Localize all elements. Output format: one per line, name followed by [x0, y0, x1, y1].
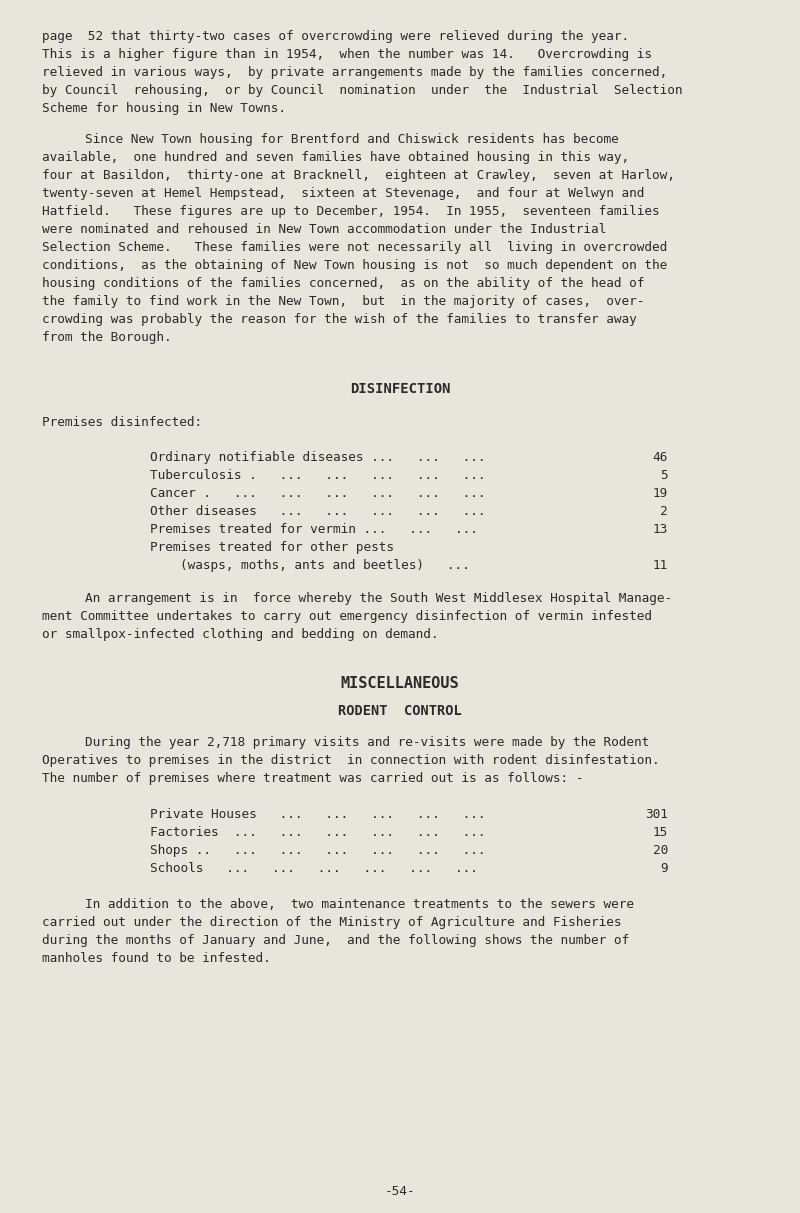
- Text: An arrangement is in  force whereby the South West Middlesex Hospital Manage-: An arrangement is in force whereby the S…: [85, 592, 672, 605]
- Text: twenty-seven at Hemel Hempstead,  sixteen at Stevenage,  and four at Welwyn and: twenty-seven at Hemel Hempstead, sixteen…: [42, 187, 644, 200]
- Text: 9: 9: [660, 862, 668, 875]
- Text: Schools   ...   ...   ...   ...   ...   ...: Schools ... ... ... ... ... ...: [150, 862, 478, 875]
- Text: the family to find work in the New Town,  but  in the majority of cases,  over-: the family to find work in the New Town,…: [42, 295, 644, 308]
- Text: 2: 2: [660, 505, 668, 518]
- Text: 5: 5: [660, 469, 668, 482]
- Text: Cancer .   ...   ...   ...   ...   ...   ...: Cancer . ... ... ... ... ... ...: [150, 486, 486, 500]
- Text: 19: 19: [653, 486, 668, 500]
- Text: 46: 46: [653, 451, 668, 465]
- Text: MISCELLANEOUS: MISCELLANEOUS: [341, 676, 459, 691]
- Text: Tuberculosis .   ...   ...   ...   ...   ...: Tuberculosis . ... ... ... ... ...: [150, 469, 486, 482]
- Text: During the year 2,718 primary visits and re-visits were made by the Rodent: During the year 2,718 primary visits and…: [85, 736, 650, 748]
- Text: manholes found to be infested.: manholes found to be infested.: [42, 952, 270, 966]
- Text: Premises disinfected:: Premises disinfected:: [42, 416, 202, 429]
- Text: relieved in various ways,  by private arrangements made by the families concerne: relieved in various ways, by private arr…: [42, 66, 667, 79]
- Text: Ordinary notifiable diseases ...   ...   ...: Ordinary notifiable diseases ... ... ...: [150, 451, 486, 465]
- Text: Private Houses   ...   ...   ...   ...   ...: Private Houses ... ... ... ... ...: [150, 808, 486, 821]
- Text: Premises treated for vermin ...   ...   ...: Premises treated for vermin ... ... ...: [150, 523, 478, 536]
- Text: Hatfield.   These figures are up to December, 1954.  In 1955,  seventeen familie: Hatfield. These figures are up to Decemb…: [42, 205, 660, 218]
- Text: -54-: -54-: [385, 1185, 415, 1198]
- Text: during the months of January and June,  and the following shows the number of: during the months of January and June, a…: [42, 934, 629, 947]
- Text: RODENT  CONTROL: RODENT CONTROL: [338, 704, 462, 718]
- Text: ment Committee undertakes to carry out emergency disinfection of vermin infested: ment Committee undertakes to carry out e…: [42, 610, 652, 623]
- Text: 13: 13: [653, 523, 668, 536]
- Text: carried out under the direction of the Ministry of Agriculture and Fisheries: carried out under the direction of the M…: [42, 916, 622, 929]
- Text: Operatives to premises in the district  in connection with rodent disinfestation: Operatives to premises in the district i…: [42, 754, 660, 767]
- Text: housing conditions of the families concerned,  as on the ability of the head of: housing conditions of the families conce…: [42, 277, 644, 290]
- Text: 20: 20: [653, 844, 668, 858]
- Text: four at Basildon,  thirty-one at Bracknell,  eighteen at Crawley,  seven at Harl: four at Basildon, thirty-one at Bracknel…: [42, 169, 675, 182]
- Text: Scheme for housing in New Towns.: Scheme for housing in New Towns.: [42, 102, 286, 115]
- Text: Premises treated for other pests: Premises treated for other pests: [150, 541, 394, 554]
- Text: Shops ..   ...   ...   ...   ...   ...   ...: Shops .. ... ... ... ... ... ...: [150, 844, 486, 858]
- Text: crowding was probably the reason for the wish of the families to transfer away: crowding was probably the reason for the…: [42, 313, 637, 326]
- Text: In addition to the above,  two maintenance treatments to the sewers were: In addition to the above, two maintenanc…: [85, 898, 634, 911]
- Text: Selection Scheme.   These families were not necessarily all  living in overcrowd: Selection Scheme. These families were no…: [42, 241, 667, 254]
- Text: Factories  ...   ...   ...   ...   ...   ...: Factories ... ... ... ... ... ...: [150, 826, 486, 839]
- Text: Since New Town housing for Brentford and Chiswick residents has become: Since New Town housing for Brentford and…: [85, 133, 618, 146]
- Text: 11: 11: [653, 559, 668, 573]
- Text: from the Borough.: from the Borough.: [42, 331, 172, 344]
- Text: Other diseases   ...   ...   ...   ...   ...: Other diseases ... ... ... ... ...: [150, 505, 486, 518]
- Text: The number of premises where treatment was carried out is as follows: -: The number of premises where treatment w…: [42, 771, 583, 785]
- Text: by Council  rehousing,  or by Council  nomination  under  the  Industrial  Selec: by Council rehousing, or by Council nomi…: [42, 84, 682, 97]
- Text: This is a higher figure than in 1954,  when the number was 14.   Overcrowding is: This is a higher figure than in 1954, wh…: [42, 49, 652, 61]
- Text: 15: 15: [653, 826, 668, 839]
- Text: or smallpox-infected clothing and bedding on demand.: or smallpox-infected clothing and beddin…: [42, 628, 438, 640]
- Text: (wasps, moths, ants and beetles)   ...: (wasps, moths, ants and beetles) ...: [180, 559, 470, 573]
- Text: page  52 that thirty-two cases of overcrowding were relieved during the year.: page 52 that thirty-two cases of overcro…: [42, 30, 629, 42]
- Text: 301: 301: [645, 808, 668, 821]
- Text: conditions,  as the obtaining of New Town housing is not  so much dependent on t: conditions, as the obtaining of New Town…: [42, 260, 667, 272]
- Text: DISINFECTION: DISINFECTION: [350, 382, 450, 395]
- Text: were nominated and rehoused in New Town accommodation under the Industrial: were nominated and rehoused in New Town …: [42, 223, 606, 237]
- Text: available,  one hundred and seven families have obtained housing in this way,: available, one hundred and seven familie…: [42, 150, 629, 164]
